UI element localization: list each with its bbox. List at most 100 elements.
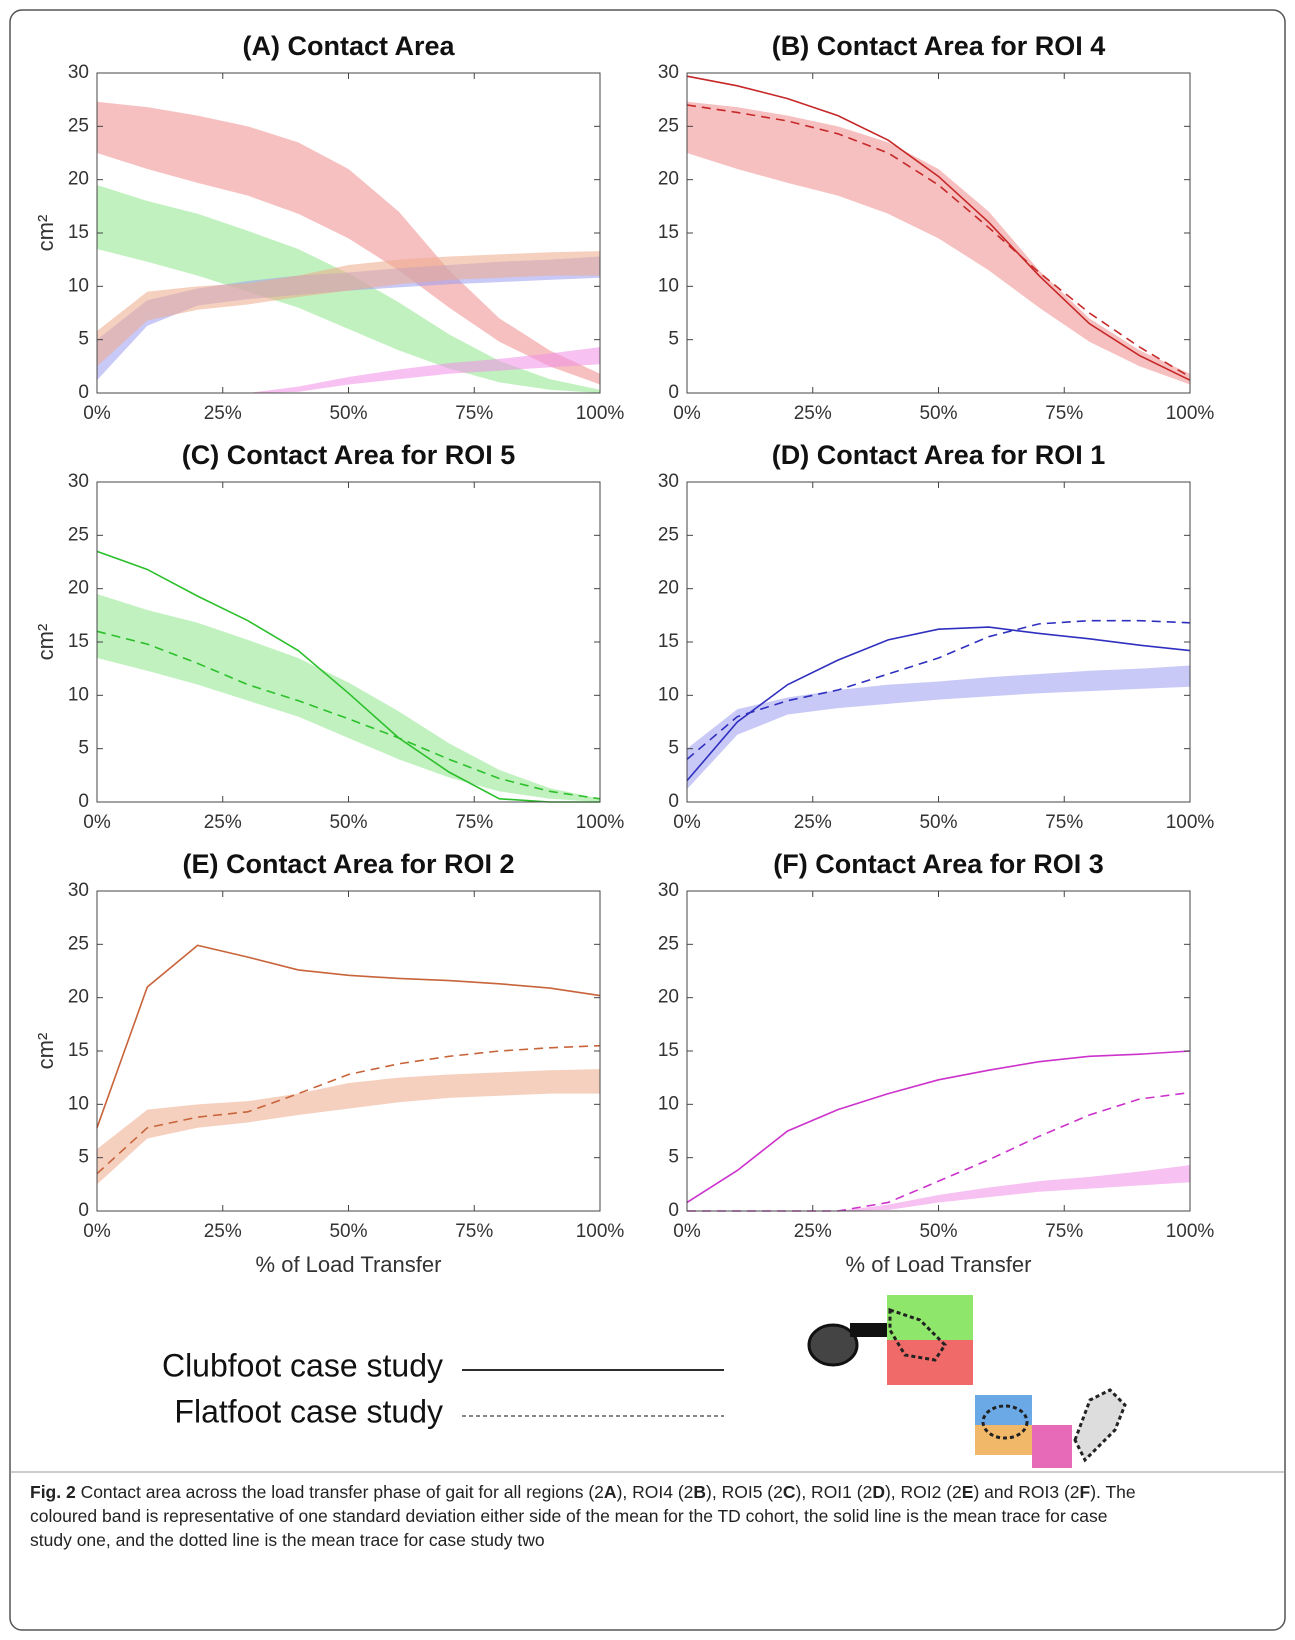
y-tick-label: 0 [668,382,679,403]
y-tick-label: 30 [658,471,679,492]
panel-title: (C) Contact Area for ROI 5 [182,440,516,470]
panel-title: (F) Contact Area for ROI 3 [773,849,1104,879]
caption-text: ), ROI1 (2 [795,1482,873,1502]
x-tick-label: 100% [1166,812,1215,833]
y-tick-label: 15 [658,1040,679,1061]
panel: 0 5 10 15 20 25 30 0% 25% 50% 75% 100% (E) Contact A… [33,849,625,1277]
dashed-line [686,104,1191,378]
figure-border [9,9,1286,1631]
y-tick-label: 15 [658,222,679,243]
x-tick-label: 50% [329,403,367,424]
foot-diagram [807,1295,1127,1468]
y-axis-label: cm² [33,215,58,252]
y-tick-label: 5 [78,1147,89,1168]
caption-text: study one, and the dotted line is the me… [30,1530,545,1550]
y-tick-label: 5 [668,329,679,350]
caption-text: coloured band is representative of one s… [30,1506,1108,1526]
dashed-line [686,619,1191,760]
x-tick-label: 25% [794,403,832,424]
axes-frame [686,890,1191,1212]
x-tick-label: 0% [673,1221,701,1242]
x-tick-label: 25% [204,812,242,833]
y-tick-label: 15 [658,631,679,652]
solid-line [96,944,601,1129]
y-tick-label: 30 [658,880,679,901]
y-tick-label: 30 [658,62,679,83]
y-tick-label: 10 [658,275,679,296]
caption-text: C [782,1482,796,1502]
x-axis-label: % of Load Transfer [846,1252,1032,1277]
caption-text: A [603,1482,617,1502]
solid-line [686,626,1191,782]
sd-band [687,1165,1190,1211]
sd-band [687,101,1190,385]
y-tick-label: 10 [68,1093,89,1114]
panel-title: (A) Contact Area [242,31,455,61]
axes-frame [96,890,601,1212]
caption-text: ), ROI2 (2 [884,1482,962,1502]
x-tick-label: 0% [673,812,701,833]
y-tick-label: 10 [658,1093,679,1114]
x-tick-label: 100% [1166,1221,1215,1242]
x-tick-label: 0% [83,1221,111,1242]
y-tick-label: 0 [668,1200,679,1221]
panel: 0 5 10 15 20 25 30 0% 25% 50% 75% 100% (D) Contact A… [658,440,1215,833]
y-tick-label: 25 [658,524,679,545]
x-tick-label: 100% [576,403,625,424]
x-tick-label: 75% [1045,1221,1083,1242]
x-tick-label: 75% [455,812,493,833]
x-tick-label: 25% [204,403,242,424]
x-tick-label: 0% [83,403,111,424]
panel: 0 5 10 15 20 25 30 0% 25% 50% 75% 100% (B) Contact A… [658,31,1215,424]
caption: Fig. 2 Contact area across the load tran… [30,1480,1270,1552]
x-tick-label: 75% [1045,403,1083,424]
y-tick-label: 20 [68,987,89,1008]
caption-line: coloured band is representative of one s… [30,1504,1270,1528]
caption-text: Contact area across the load transfer ph… [75,1482,604,1502]
x-tick-label: 0% [673,403,701,424]
y-axis-label: cm² [33,1033,58,1070]
sd-band [687,665,1190,790]
caption-text: ). The [1090,1482,1136,1502]
sd-band [97,251,600,367]
legend-label: Clubfoot case study [162,1347,443,1383]
caption-text: ), ROI5 (2 [706,1482,783,1502]
x-tick-label: 100% [576,812,625,833]
caption-text: D [872,1482,885,1502]
caption-text: E [961,1482,974,1502]
x-axis-label: % of Load Transfer [256,1252,442,1277]
x-tick-label: 25% [794,812,832,833]
panel-title: (B) Contact Area for ROI 4 [772,31,1106,61]
panel: 0 5 10 15 20 25 30 0% 25% 50% 75% 100% (A) Contact A… [33,31,625,424]
y-tick-label: 25 [68,933,89,954]
legend-label: Flatfoot case study [174,1393,443,1429]
sd-band [97,101,600,385]
sd-band [97,594,600,802]
sd-band [97,1069,600,1185]
caption-text: Fig. 2 [30,1482,76,1502]
y-tick-label: 5 [668,738,679,759]
y-tick-label: 10 [68,275,89,296]
y-tick-label: 5 [78,329,89,350]
caption-text: ) and ROI3 (2 [973,1482,1080,1502]
y-tick-label: 25 [658,933,679,954]
dashed-line [96,1044,601,1175]
y-tick-label: 5 [668,1147,679,1168]
panel: 0 5 10 15 20 25 30 0% 25% 50% 75% 100% (C) Contact A… [33,440,625,833]
y-tick-label: 0 [78,1200,89,1221]
y-tick-label: 20 [68,169,89,190]
caption-line: study one, and the dotted line is the me… [30,1528,1270,1552]
x-tick-label: 25% [794,1221,832,1242]
panel: 0 5 10 15 20 25 30 0% 25% 50% 75% 100% (F) Contact A… [658,849,1215,1277]
y-tick-label: 20 [658,987,679,1008]
y-tick-label: 0 [78,791,89,812]
panel-title: (D) Contact Area for ROI 1 [772,440,1106,470]
y-tick-label: 10 [68,684,89,705]
solid-line [686,1050,1191,1204]
caption-text: F [1079,1482,1091,1502]
solid-line [686,75,1191,381]
x-tick-label: 75% [455,1221,493,1242]
y-tick-label: 20 [658,578,679,599]
